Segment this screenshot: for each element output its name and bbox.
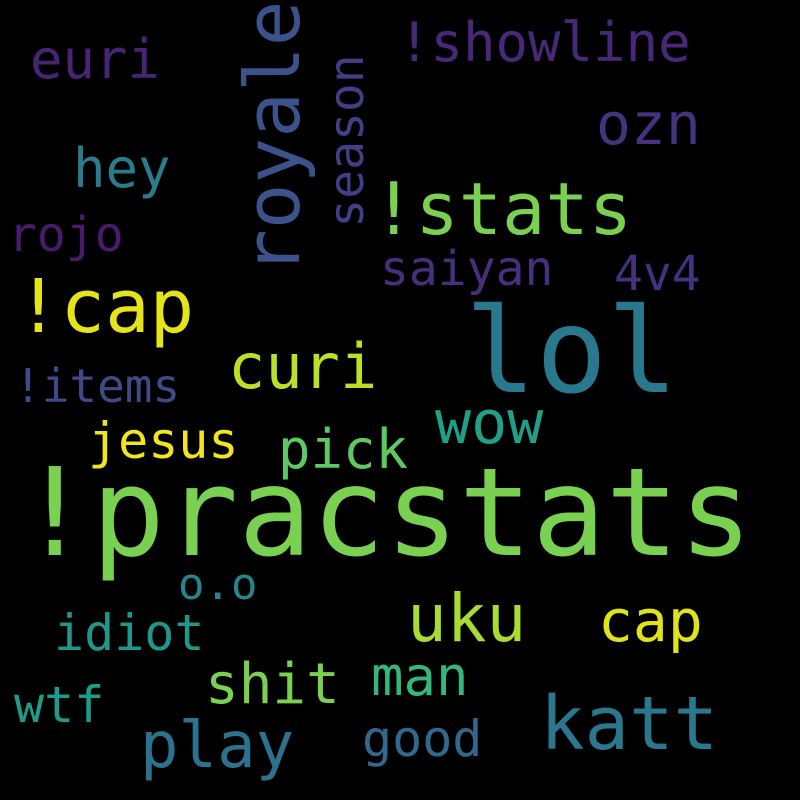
word-items: !items: [14, 359, 181, 413]
word-idiot: idiot: [54, 604, 205, 662]
word-katt: katt: [540, 681, 719, 767]
word-jesus: jesus: [88, 412, 239, 470]
word-play: play: [140, 709, 295, 783]
word-hey: hey: [73, 137, 171, 200]
word-curi: curi: [228, 330, 378, 403]
word-pick: pick: [278, 418, 409, 481]
word-cap: cap: [598, 587, 703, 655]
word-ozn: ozn: [596, 90, 701, 158]
word-season: season: [319, 54, 375, 228]
word-rojo: rojo: [8, 207, 124, 263]
word-shit: shit: [205, 652, 340, 717]
word-lol: lol: [465, 282, 679, 420]
word-man: man: [371, 645, 469, 708]
word-4v4: 4v4: [614, 246, 701, 302]
word-stats: !stats: [372, 167, 633, 251]
word-wow: wow: [435, 388, 544, 458]
word-pracstats: !pracstats: [18, 442, 753, 584]
word-o-o: o.o: [178, 559, 258, 610]
word-royale: royale: [228, 0, 317, 275]
word-wtf: wtf: [14, 676, 105, 734]
word-cap-command: !cap: [16, 264, 195, 350]
word-uku: uku: [407, 580, 527, 657]
word-saiyan: saiyan: [380, 241, 554, 297]
word-euri: euri: [30, 28, 161, 91]
word-good: good: [362, 710, 483, 768]
word-showline: !showline: [398, 11, 691, 74]
